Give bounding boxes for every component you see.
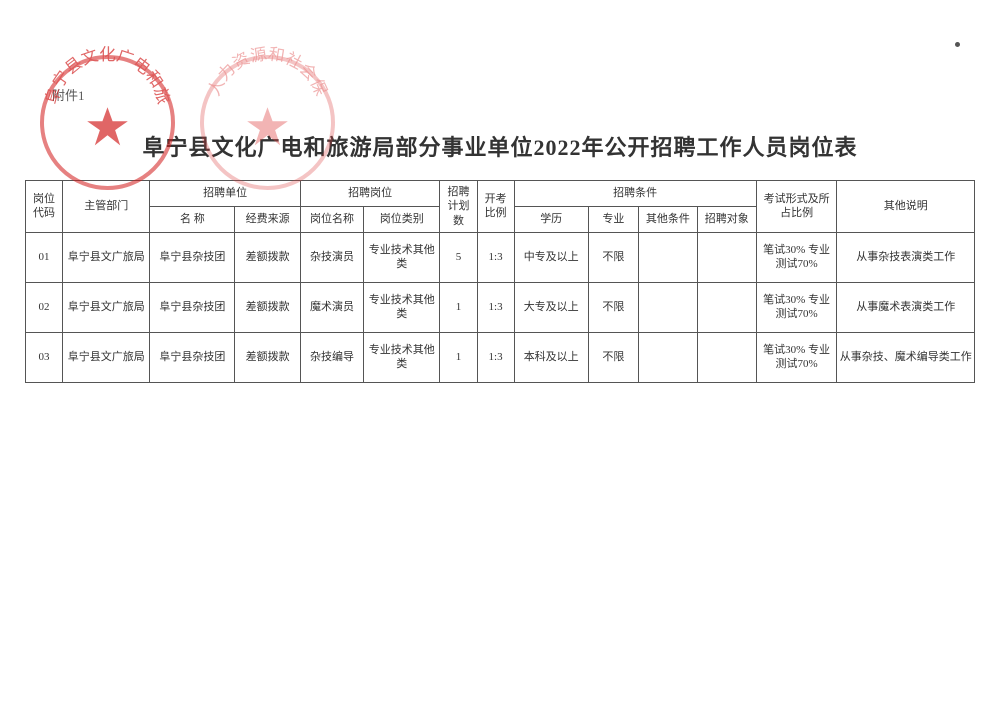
cell-edu: 大专及以上 — [514, 282, 588, 332]
cell-remark: 从事杂技、魔术编导类工作 — [837, 332, 975, 382]
seal-1-text: 阜宁县文化广电和旅 — [42, 45, 173, 106]
page: 附件1 阜宁县文化广电和旅 人力资源和社会保 阜宁县文化广电和旅游局部分事业单位… — [0, 0, 1000, 704]
svg-text:阜宁县文化广电和旅: 阜宁县文化广电和旅 — [42, 45, 173, 106]
col-remark: 其他说明 — [837, 181, 975, 233]
cell-funding: 差额拨款 — [235, 282, 300, 332]
col-other-cond: 其他条件 — [638, 206, 697, 232]
cell-unit_name: 阜宁县杂技团 — [150, 282, 235, 332]
cell-post_name: 杂技编导 — [300, 332, 363, 382]
col-exam: 考试形式及所占比例 — [756, 181, 837, 233]
cell-dept: 阜宁县文广旅局 — [63, 282, 150, 332]
cell-unit_name: 阜宁县杂技团 — [150, 332, 235, 382]
cell-ratio: 1:3 — [477, 282, 514, 332]
col-code: 岗位代码 — [26, 181, 63, 233]
cell-exam: 笔试30% 专业测试70% — [756, 332, 837, 382]
official-seal-2: 人力资源和社会保 — [200, 55, 335, 190]
cell-post_type: 专业技术其他类 — [364, 282, 440, 332]
cell-plan: 1 — [440, 332, 477, 382]
cell-funding: 差额拨款 — [235, 332, 300, 382]
col-edu: 学历 — [514, 206, 588, 232]
cell-other_cond — [638, 232, 697, 282]
table-row: 02阜宁县文广旅局阜宁县杂技团差额拨款魔术演员专业技术其他类11:3大专及以上不… — [26, 282, 975, 332]
col-target: 招聘对象 — [697, 206, 756, 232]
cell-dept: 阜宁县文广旅局 — [63, 232, 150, 282]
cell-exam: 笔试30% 专业测试70% — [756, 282, 837, 332]
corner-mark — [955, 42, 960, 47]
cell-exam: 笔试30% 专业测试70% — [756, 232, 837, 282]
cell-edu: 中专及以上 — [514, 232, 588, 282]
cell-other_cond — [638, 332, 697, 382]
col-ratio: 开考比例 — [477, 181, 514, 233]
col-post-type: 岗位类别 — [364, 206, 440, 232]
svg-text:人力资源和社会保: 人力资源和社会保 — [204, 44, 331, 99]
cell-edu: 本科及以上 — [514, 332, 588, 382]
cell-plan: 1 — [440, 282, 477, 332]
cell-funding: 差额拨款 — [235, 232, 300, 282]
official-seal-1: 阜宁县文化广电和旅 — [40, 55, 175, 190]
table-header: 岗位代码 主管部门 招聘单位 招聘岗位 招聘计划数 开考比例 招聘条件 考试形式… — [26, 181, 975, 233]
cell-target — [697, 282, 756, 332]
cell-target — [697, 332, 756, 382]
cell-post_type: 专业技术其他类 — [364, 232, 440, 282]
cell-remark: 从事魔术表演类工作 — [837, 282, 975, 332]
cell-ratio: 1:3 — [477, 332, 514, 382]
cell-ratio: 1:3 — [477, 232, 514, 282]
cell-post_name: 杂技演员 — [300, 232, 363, 282]
cell-target — [697, 232, 756, 282]
col-plan: 招聘计划数 — [440, 181, 477, 233]
cell-dept: 阜宁县文广旅局 — [63, 332, 150, 382]
cell-other_cond — [638, 282, 697, 332]
table-body: 01阜宁县文广旅局阜宁县杂技团差额拨款杂技演员专业技术其他类51:3中专及以上不… — [26, 232, 975, 382]
table-row: 03阜宁县文广旅局阜宁县杂技团差额拨款杂技编导专业技术其他类11:3本科及以上不… — [26, 332, 975, 382]
cell-plan: 5 — [440, 232, 477, 282]
positions-table: 岗位代码 主管部门 招聘单位 招聘岗位 招聘计划数 开考比例 招聘条件 考试形式… — [25, 180, 975, 383]
seal-2-text: 人力资源和社会保 — [204, 44, 331, 99]
cell-code: 02 — [26, 282, 63, 332]
table-row: 01阜宁县文广旅局阜宁县杂技团差额拨款杂技演员专业技术其他类51:3中专及以上不… — [26, 232, 975, 282]
cell-code: 01 — [26, 232, 63, 282]
col-major: 专业 — [588, 206, 638, 232]
col-post-name: 岗位名称 — [300, 206, 363, 232]
cell-major: 不限 — [588, 332, 638, 382]
col-funding: 经费来源 — [235, 206, 300, 232]
cell-code: 03 — [26, 332, 63, 382]
cell-unit_name: 阜宁县杂技团 — [150, 232, 235, 282]
cell-major: 不限 — [588, 282, 638, 332]
col-unit-name: 名 称 — [150, 206, 235, 232]
col-conditions: 招聘条件 — [514, 181, 756, 207]
cell-remark: 从事杂技表演类工作 — [837, 232, 975, 282]
cell-post_name: 魔术演员 — [300, 282, 363, 332]
cell-major: 不限 — [588, 232, 638, 282]
cell-post_type: 专业技术其他类 — [364, 332, 440, 382]
